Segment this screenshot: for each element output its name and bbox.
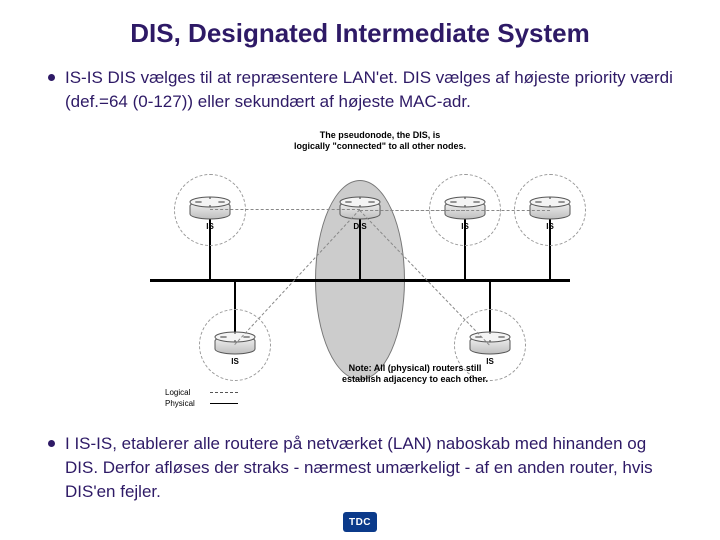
legend-row: Logical	[165, 388, 238, 397]
tdc-logo-label: TDC	[349, 517, 371, 528]
logical-adjacency-line	[360, 210, 550, 211]
logical-adjacency-line	[210, 209, 360, 210]
page-title: DIS, Designated Intermediate System	[0, 18, 720, 49]
dashed-line-icon	[210, 392, 238, 393]
legend-row: Physical	[165, 399, 238, 408]
legend: Logical Physical	[165, 388, 238, 410]
adjacency-note: Note: All (physical) routers stillestabl…	[315, 363, 515, 385]
tdc-logo: TDC	[343, 512, 377, 532]
bullet-text: I IS-IS, etablerer alle routere på netvæ…	[65, 432, 678, 503]
router-label: IS	[530, 222, 570, 231]
router-label: IS	[190, 222, 230, 231]
router-label: IS	[215, 357, 255, 366]
bullet-text: IS-IS DIS vælges til at repræsentere LAN…	[65, 66, 678, 114]
legend-label: Physical	[165, 399, 205, 408]
bullet-dot-icon	[48, 74, 55, 81]
dis-network-diagram: ISDISISISISISThe pseudonode, the DIS, is…	[120, 130, 600, 430]
solid-line-icon	[210, 403, 238, 404]
bullet-item-0: IS-IS DIS vælges til at repræsentere LAN…	[48, 66, 678, 114]
legend-label: Logical	[165, 388, 205, 397]
router-label: IS	[445, 222, 485, 231]
bullet-item-1: I IS-IS, etablerer alle routere på netvæ…	[48, 432, 678, 503]
bullet-dot-icon	[48, 440, 55, 447]
pseudonode-caption: The pseudonode, the DIS, islogically "co…	[280, 130, 480, 152]
